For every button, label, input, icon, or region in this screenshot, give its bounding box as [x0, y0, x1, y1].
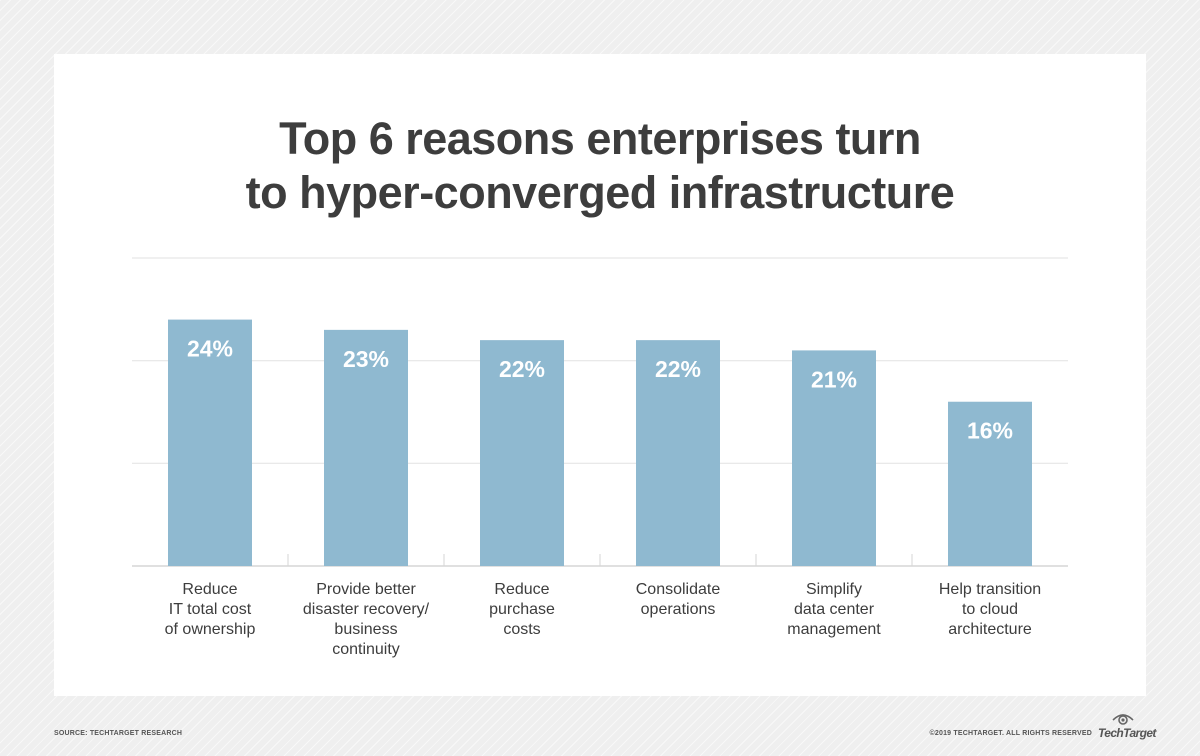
- category-label-line: Reduce: [494, 581, 549, 598]
- category-label-line: costs: [503, 621, 540, 638]
- source-note: SOURCE: TECHTARGET RESEARCH: [54, 730, 183, 737]
- eye-icon: [1112, 714, 1134, 725]
- category-label-line: to cloud: [962, 601, 1018, 618]
- category-label-line: of ownership: [165, 621, 256, 638]
- category-label: Provide better disaster recovery/business…: [303, 581, 430, 658]
- category-label-line: Reduce: [182, 581, 237, 598]
- bar: [324, 329, 408, 566]
- category-label: Simplify data center management: [787, 581, 881, 638]
- category-label-line: operations: [641, 601, 716, 618]
- category-label-line: Consolidate: [636, 581, 721, 598]
- category-label: Reduce purchase costs: [489, 581, 555, 638]
- bar-value-label: 23%: [343, 346, 389, 372]
- category-label: Reduce IT total cost of ownership: [165, 581, 256, 638]
- category-label-line: architecture: [948, 621, 1032, 638]
- bar: [948, 401, 1032, 566]
- category-label-line: IT total cost: [169, 601, 252, 618]
- category-label-line: Simplify: [806, 581, 862, 598]
- bar: [480, 340, 564, 566]
- chart-title-line-2: to hyper-converged infrastructure: [245, 167, 955, 218]
- category-label: Consolidate operations: [636, 581, 721, 618]
- category-label-line: Help transition: [939, 581, 1041, 598]
- category-label-line: business: [334, 621, 397, 638]
- logo-wordmark: TechTarget: [1098, 726, 1156, 740]
- chart-title-line-1: Top 6 reasons enterprises turn: [279, 113, 921, 164]
- bar-value-label: 21%: [811, 366, 857, 392]
- bar: [792, 350, 876, 566]
- bar: [636, 340, 720, 566]
- bar: [168, 319, 252, 566]
- bar-value-label: 24%: [187, 336, 233, 362]
- bar-value-label: 22%: [499, 356, 545, 382]
- category-label-line: data center: [794, 601, 875, 618]
- chart-title: Top 6 reasons enterprises turn to hyper-…: [0, 112, 1200, 220]
- category-label-line: purchase: [489, 601, 555, 618]
- category-label-line: management: [787, 621, 881, 638]
- techtarget-logo: TechTarget: [1098, 712, 1156, 740]
- category-label-line: disaster recovery/: [303, 601, 430, 618]
- category-label: Help transition to cloud architecture: [939, 581, 1041, 638]
- category-label-line: Provide better: [316, 581, 416, 598]
- copyright-note: ©2019 TECHTARGET. ALL RIGHTS RESERVED: [929, 730, 1092, 737]
- bar-value-label: 22%: [655, 356, 701, 382]
- category-label-line: continuity: [332, 641, 400, 658]
- bar-value-label: 16%: [967, 418, 1013, 444]
